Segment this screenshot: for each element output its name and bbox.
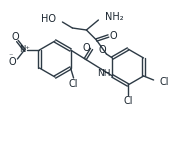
Text: Cl: Cl <box>160 77 169 87</box>
Text: O: O <box>12 32 19 42</box>
Text: O: O <box>110 31 117 41</box>
Text: N⁺: N⁺ <box>19 45 30 55</box>
Text: O: O <box>83 43 90 53</box>
Text: ⁻: ⁻ <box>8 52 13 60</box>
Text: Cl: Cl <box>123 96 133 106</box>
Text: O: O <box>9 57 16 67</box>
Text: HO: HO <box>41 14 56 24</box>
Text: Cl: Cl <box>69 79 78 89</box>
Text: O: O <box>99 45 106 55</box>
Text: NH: NH <box>97 69 110 78</box>
Text: NH₂: NH₂ <box>105 12 124 22</box>
